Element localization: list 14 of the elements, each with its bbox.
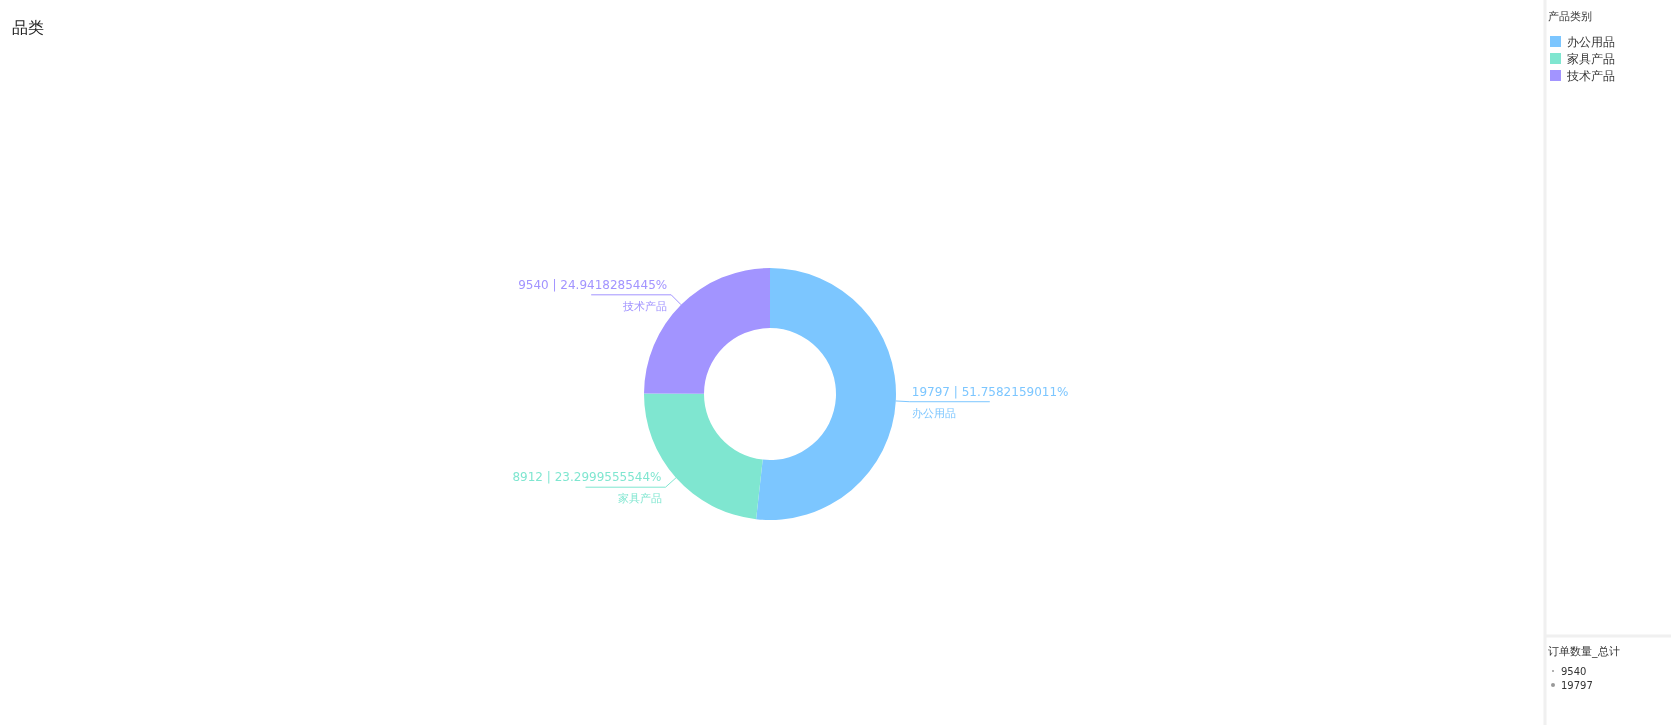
legend-label: 办公用品 xyxy=(1567,35,1615,49)
legend-label: 家具产品 xyxy=(1567,52,1615,66)
data-label: 19797 | 51.7582159011% xyxy=(911,384,1069,399)
slice-label: 技术产品 xyxy=(622,299,668,313)
data-label: 8912 | 23.2999555544% xyxy=(512,470,662,485)
text: 品类 xyxy=(12,18,44,37)
data-label: 9540 | 24.9418285445% xyxy=(518,277,668,292)
text: 19797 xyxy=(1561,680,1593,691)
text: 订单数量_总计 xyxy=(1548,645,1620,658)
legend-label: 技术产品 xyxy=(1566,69,1615,83)
slice-label: 办公用品 xyxy=(911,406,956,420)
slice-label: 家具产品 xyxy=(617,492,662,506)
legend-title: 产品类别 xyxy=(1548,10,1592,23)
text: 9540 xyxy=(1561,666,1587,677)
